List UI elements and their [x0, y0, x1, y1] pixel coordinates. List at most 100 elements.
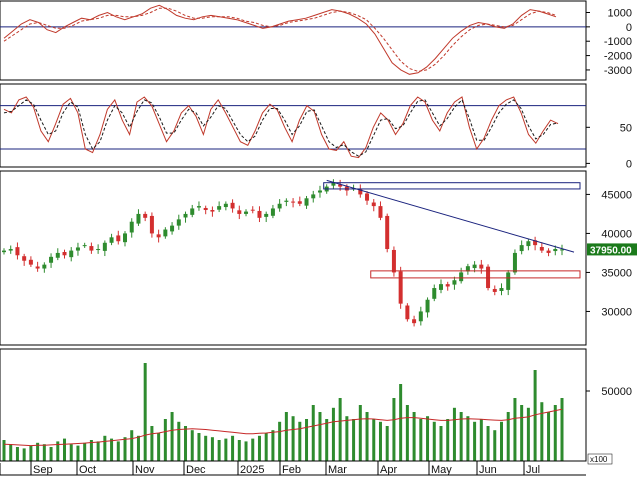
candle-body: [190, 208, 195, 215]
volume-bar: [426, 416, 430, 461]
candle-body: [116, 235, 121, 242]
oscillator-2-series-2: [3, 99, 559, 157]
candle-body: [486, 266, 491, 289]
candle-body: [317, 190, 322, 193]
candlesticks: [2, 179, 564, 327]
volume-bar: [96, 441, 100, 461]
volume-bar: [526, 407, 530, 461]
volume-bar: [123, 437, 127, 461]
candle-body: [89, 246, 94, 251]
candle-body: [170, 225, 175, 232]
candle-body: [546, 250, 551, 253]
candle-body: [338, 184, 343, 187]
candle-body: [250, 209, 255, 211]
volume-bar: [533, 370, 537, 461]
x-tick-label: Jul: [526, 464, 540, 476]
y-tick-label: 40000: [601, 228, 632, 240]
volume-bar: [56, 441, 60, 461]
volume-bar: [204, 435, 208, 461]
volume-bar: [331, 407, 335, 461]
candle-body: [96, 249, 101, 251]
y-tick-label: 50: [620, 122, 632, 134]
candle-body: [69, 250, 74, 258]
x-tick-label: Sep: [33, 464, 53, 476]
volume-bar: [22, 448, 26, 461]
y-tick-label: -1000: [604, 36, 632, 48]
candle-body: [163, 229, 168, 237]
candle-body: [378, 206, 383, 218]
volume-moving-average: [3, 408, 563, 447]
candle-body: [432, 288, 437, 299]
volume-bar: [197, 433, 201, 461]
volume-bar: [499, 421, 503, 461]
volume-bar: [190, 430, 194, 461]
candle-body: [217, 206, 222, 210]
candle-body: [28, 259, 33, 265]
volume-bar: [224, 438, 228, 461]
volume-bar: [553, 405, 557, 461]
candle-body: [284, 200, 289, 202]
volume-bar: [439, 426, 443, 461]
volume-bar: [358, 405, 362, 461]
candle-body: [445, 284, 450, 287]
volume-bar: [89, 440, 93, 461]
candle-body: [553, 249, 558, 252]
candle-body: [15, 247, 20, 256]
y-tick-label: -3000: [604, 65, 632, 77]
support-zone: [370, 270, 581, 279]
candle-body: [42, 264, 47, 269]
volume-bar: [338, 398, 342, 461]
candle-body: [270, 208, 275, 216]
candle-body: [358, 189, 363, 195]
volume-bar: [157, 433, 161, 461]
volume-bar: [264, 433, 268, 461]
candle-body: [371, 202, 376, 207]
volume-bar: [271, 430, 275, 461]
x-tick-label: Mar: [328, 464, 347, 476]
candle-body: [264, 213, 269, 217]
volume-bar: [257, 435, 261, 461]
x-tick-label: Apr: [380, 464, 397, 476]
volume-bar: [103, 435, 107, 461]
volume-bar: [130, 430, 134, 461]
candle-body: [8, 249, 13, 251]
candle-body: [277, 203, 282, 209]
candle-body: [176, 219, 181, 226]
candle-body: [223, 203, 228, 208]
x-tick-label: May: [431, 464, 452, 476]
candle-body: [459, 272, 464, 282]
volume-bar: [305, 419, 309, 461]
candle-body: [203, 207, 208, 211]
volume-bar: [311, 405, 315, 461]
candle-body: [385, 215, 390, 250]
volume-bar: [9, 444, 13, 461]
volume-bar: [459, 412, 463, 461]
candle-body: [156, 234, 161, 238]
candle-body: [143, 213, 148, 218]
candle-body: [479, 264, 484, 269]
x-tick-label: 2025: [240, 464, 264, 476]
volume-bar: [49, 447, 53, 461]
candle-body: [22, 256, 27, 261]
y-tick-label: -2000: [604, 51, 632, 63]
volume-bar: [385, 426, 389, 461]
candle-body: [512, 252, 517, 273]
volume-bar: [143, 363, 147, 461]
volume-bar: [345, 416, 349, 461]
candle-body: [210, 210, 215, 212]
volume-bar: [399, 384, 403, 461]
volume-bar: [473, 421, 477, 461]
volume-bar: [244, 441, 248, 461]
upper-zone: [323, 182, 581, 190]
x-tick-label: Nov: [135, 464, 155, 476]
volume-bar: [150, 426, 154, 461]
candle-body: [560, 249, 564, 251]
candle-body: [506, 272, 511, 290]
candle-body: [425, 299, 430, 313]
volume-bar: [520, 405, 524, 461]
volume-bar: [231, 435, 235, 461]
candle-body: [391, 249, 396, 273]
candle-body: [499, 288, 504, 292]
unit-box: [587, 453, 613, 465]
candle-body: [412, 319, 417, 324]
